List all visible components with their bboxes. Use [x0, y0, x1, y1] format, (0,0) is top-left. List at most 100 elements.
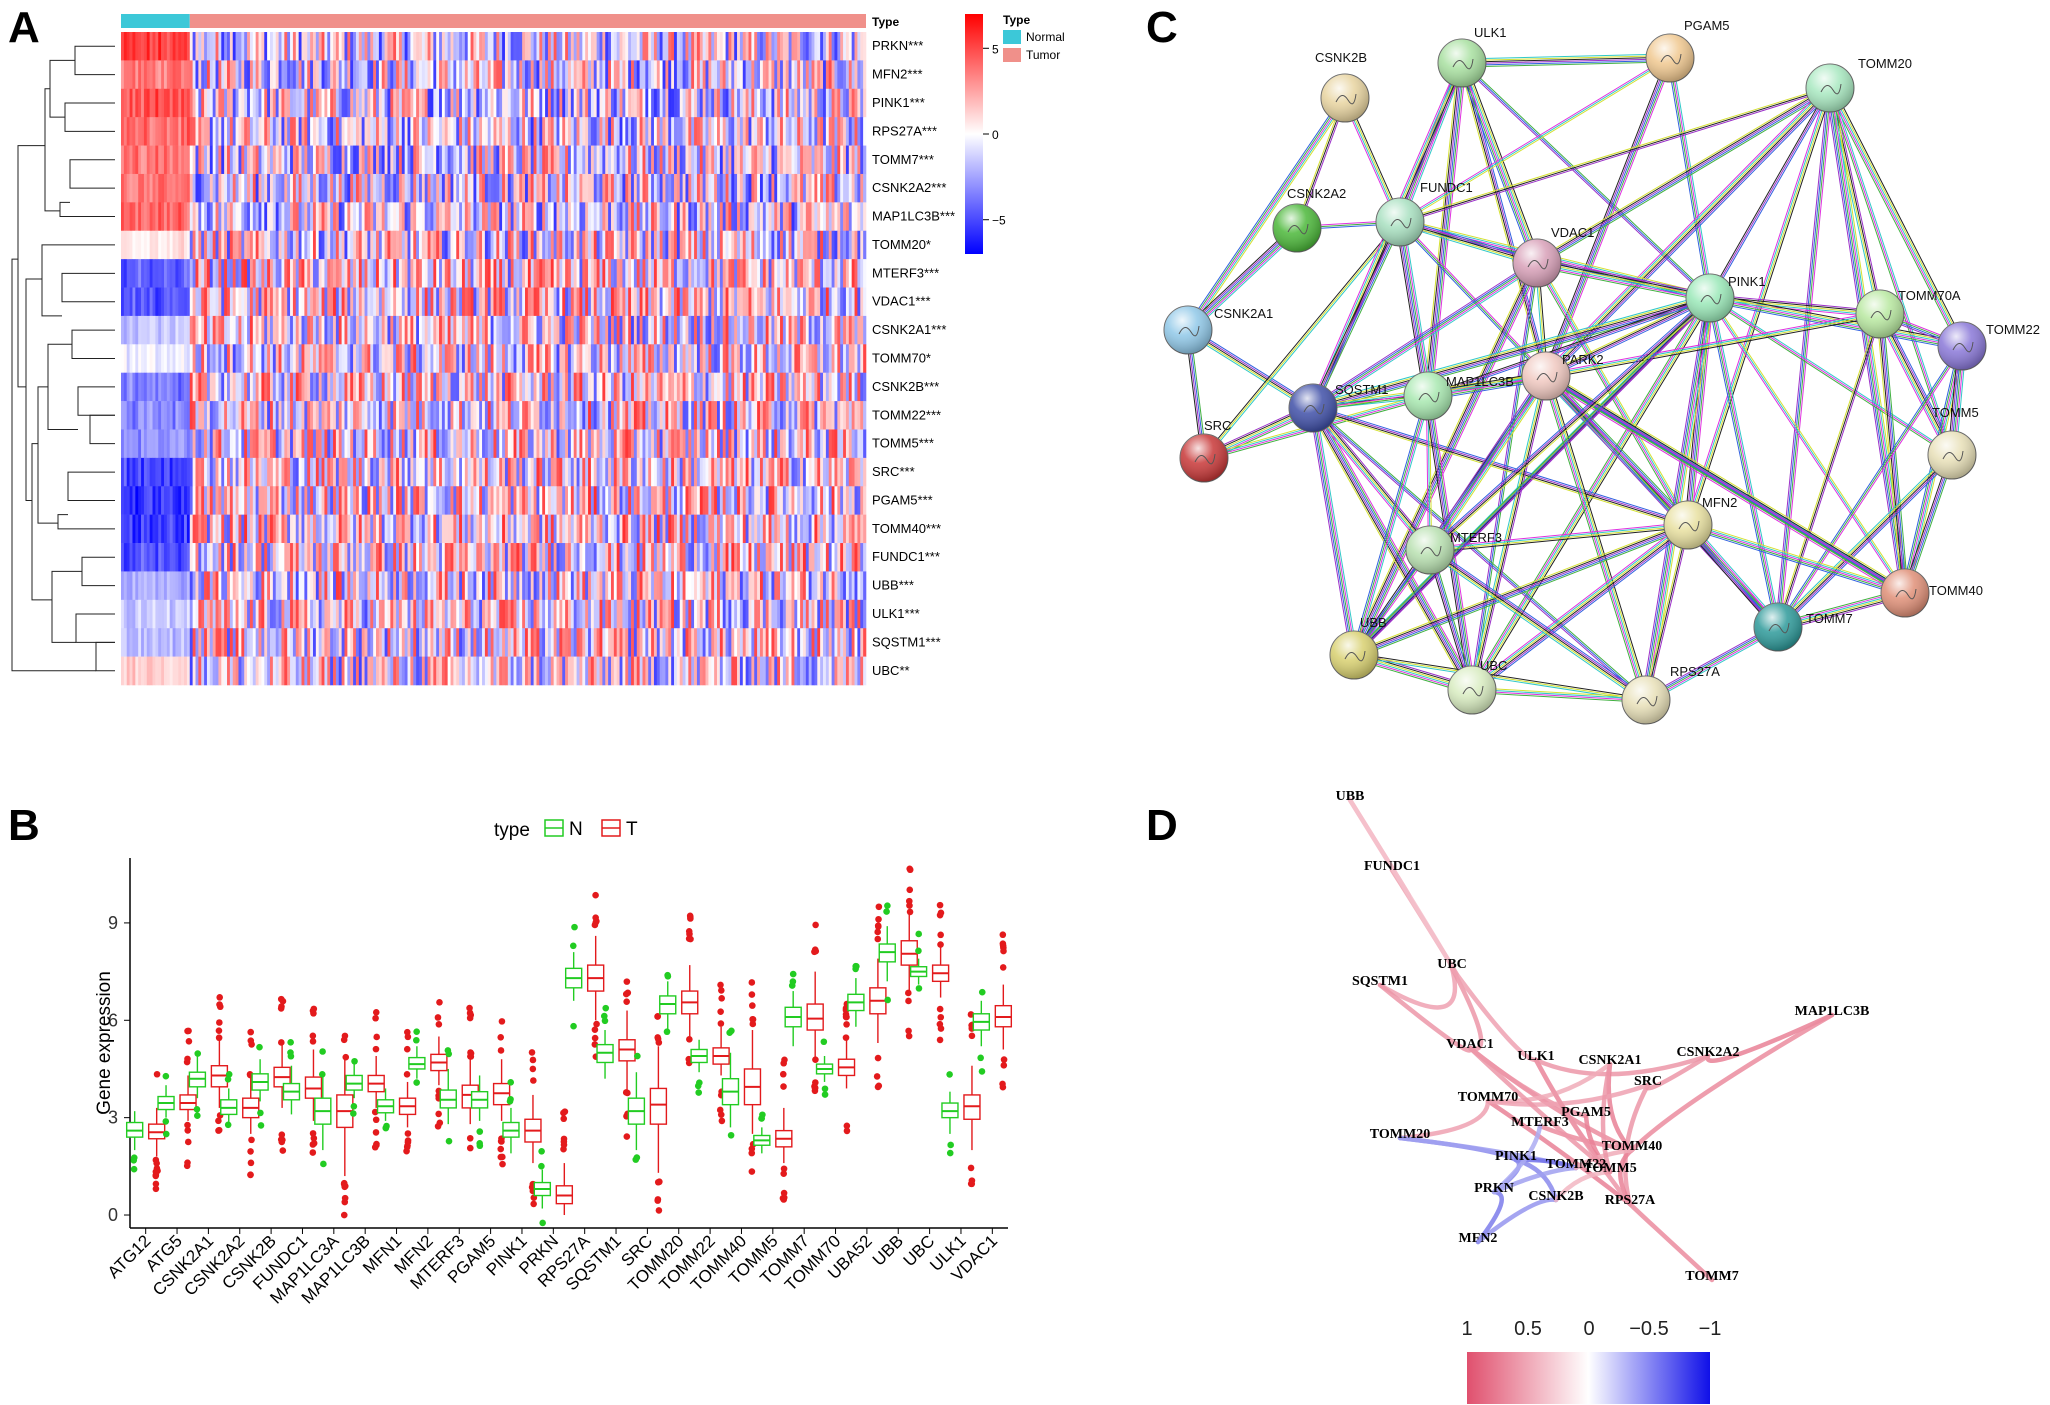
heatmap-cell	[702, 88, 706, 118]
heatmap-cell	[613, 486, 618, 515]
heatmap-cell	[522, 543, 526, 572]
heatmap-cell	[722, 344, 726, 373]
heatmap-cell	[396, 145, 400, 175]
heatmap-cell	[570, 32, 575, 61]
heatmap-cell	[671, 60, 675, 90]
heatmap-cell	[831, 486, 835, 515]
heatmap-cell	[384, 202, 388, 232]
heatmap-cell	[602, 486, 606, 515]
heatmap-cell	[814, 457, 818, 487]
heatmap-cell	[404, 60, 408, 90]
heatmap-cell	[338, 230, 342, 260]
heatmap-cell	[373, 315, 377, 345]
heatmap-cell	[261, 372, 265, 402]
heatmap-cell	[166, 259, 171, 288]
heatmap-cell	[536, 287, 540, 317]
heatmap-cell	[390, 429, 394, 459]
heatmap-cell	[249, 117, 254, 146]
heatmap-cell	[186, 315, 191, 345]
heatmap-cell	[324, 401, 328, 430]
heatmap-cell	[742, 88, 746, 118]
heatmap-cell	[327, 486, 331, 515]
heatmap-cell	[579, 514, 583, 544]
heatmap-cell	[433, 514, 437, 544]
heatmap-cell	[751, 372, 755, 402]
heatmap-cell	[642, 514, 646, 544]
heatmap-cell	[751, 401, 755, 430]
heatmap-cell	[797, 514, 801, 544]
heatmap-cell	[387, 315, 391, 345]
heatmap-cell	[189, 543, 193, 572]
heatmap-cell	[353, 543, 357, 572]
heatmap-cell	[653, 486, 658, 515]
annotation-normal	[121, 14, 190, 28]
heatmap-cell	[817, 32, 821, 61]
heatmap-cell	[843, 88, 847, 118]
heatmap-cell	[166, 514, 171, 544]
heatmap-cell	[774, 401, 778, 430]
heatmap-cell	[854, 401, 858, 430]
heatmap-cell	[765, 230, 769, 260]
heatmap-cell	[671, 117, 675, 146]
heatmap-cell	[645, 173, 649, 203]
heatmap-cell	[393, 202, 397, 232]
heatmap-cell	[155, 514, 159, 544]
heatmap-cell	[384, 259, 388, 288]
heatmap-cell	[547, 145, 552, 175]
heatmap-cell	[731, 429, 735, 459]
heatmap-cell	[198, 401, 202, 430]
heatmap-cell	[264, 32, 268, 61]
heatmap-cell	[390, 457, 394, 487]
heatmap-cell	[823, 173, 827, 203]
heatmap-cell	[247, 457, 251, 487]
heatmap-cell	[413, 372, 417, 402]
heatmap-cell	[659, 88, 663, 118]
heatmap-cell	[843, 60, 847, 90]
heatmap-cell	[221, 32, 225, 61]
heatmap-cell	[307, 173, 311, 203]
heatmap-cell	[645, 202, 649, 232]
heatmap-cell	[355, 145, 360, 175]
heatmap-cell	[416, 287, 420, 317]
heatmap-cell	[771, 514, 775, 544]
heatmap-cell	[304, 429, 308, 459]
heatmap-cell	[671, 514, 675, 544]
heatmap-cell	[570, 230, 575, 260]
heatmap-cell	[579, 486, 583, 515]
heatmap-cell	[668, 344, 672, 373]
heatmap-cell	[608, 145, 612, 175]
heatmap-cell	[682, 344, 686, 373]
heatmap-cell	[797, 457, 801, 487]
heatmap-cell	[562, 401, 566, 430]
heatmap-cell	[318, 401, 322, 430]
heatmap-cell	[490, 173, 494, 203]
heatmap-cell	[490, 32, 494, 61]
heatmap-cell	[863, 344, 867, 373]
heatmap-cell	[676, 543, 681, 572]
heatmap-cell	[662, 429, 666, 459]
heatmap-cell	[570, 514, 575, 544]
heatmap-cell	[854, 117, 858, 146]
heatmap-cell	[390, 401, 394, 430]
heatmap-cell	[410, 486, 414, 515]
heatmap-cell	[195, 32, 199, 61]
heatmap-cell	[570, 173, 575, 203]
heatmap-cell	[123, 230, 128, 260]
heatmap-cell	[656, 117, 660, 146]
heatmap-cell	[768, 287, 772, 317]
heatmap-cell	[467, 287, 471, 317]
heatmap-cell	[244, 60, 248, 90]
heatmap-cell	[745, 344, 749, 373]
heatmap-cell	[774, 372, 778, 402]
heatmap-cell	[209, 173, 213, 203]
heatmap-cell	[820, 457, 824, 487]
heatmap-cell	[307, 145, 311, 175]
heatmap-cell	[499, 230, 503, 260]
heatmap-cell	[714, 145, 718, 175]
heatmap-cell	[229, 486, 234, 515]
heatmap-cell	[212, 202, 216, 232]
heatmap-cell	[691, 88, 695, 118]
heatmap-cell	[407, 173, 411, 203]
heatmap-cell	[504, 344, 509, 373]
heatmap-cell	[381, 173, 385, 203]
